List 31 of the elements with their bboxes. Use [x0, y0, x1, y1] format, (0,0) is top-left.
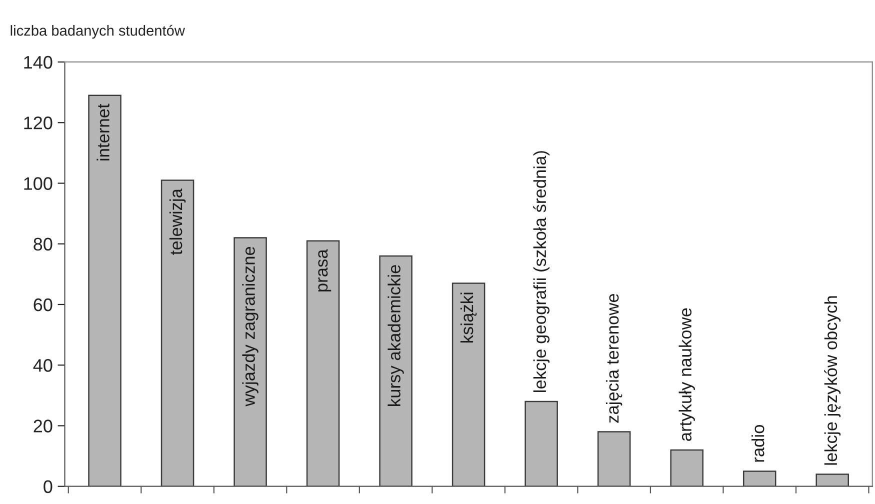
x-tick-label: książki	[460, 292, 477, 343]
y-tick-label: 140	[24, 56, 52, 69]
bar	[160, 180, 194, 486]
bar	[234, 237, 267, 486]
bar	[452, 282, 486, 486]
y-tick-label: 120	[24, 116, 52, 130]
x-tick-label: lekcje języków obcych	[824, 296, 841, 465]
x-tick-label: kursy akademickie	[388, 265, 404, 406]
x-tick-label: lekcje geografii (szkoła średnia)	[533, 151, 550, 392]
x-tick-label: prasa	[318, 249, 332, 292]
x-tick-label: wyjazdy zagraniczne	[242, 246, 258, 406]
x-tick-label: internet	[96, 104, 110, 160]
bar	[742, 470, 776, 486]
y-tick-label: 80	[34, 238, 52, 251]
y-tick-label: 0	[44, 480, 52, 494]
y-tick-label: 100	[24, 177, 52, 190]
y-tick-label: 60	[34, 298, 52, 312]
y-tick-label: 20	[34, 420, 52, 432]
bar	[306, 240, 340, 486]
bar	[816, 474, 849, 486]
bar	[379, 255, 412, 486]
bar	[88, 94, 122, 486]
y-axis-title: liczba badanych studentów	[10, 24, 185, 39]
x-tick-label: zajęcia terenowe	[606, 294, 622, 423]
x-tick-label: telewizja	[169, 188, 186, 255]
x-tick-label: radio	[752, 424, 764, 462]
bar	[524, 400, 558, 486]
bar	[597, 431, 631, 486]
x-tick-label: artykuły naukowe	[678, 308, 695, 441]
bar	[670, 449, 704, 486]
y-tick-label: 40	[33, 359, 52, 372]
